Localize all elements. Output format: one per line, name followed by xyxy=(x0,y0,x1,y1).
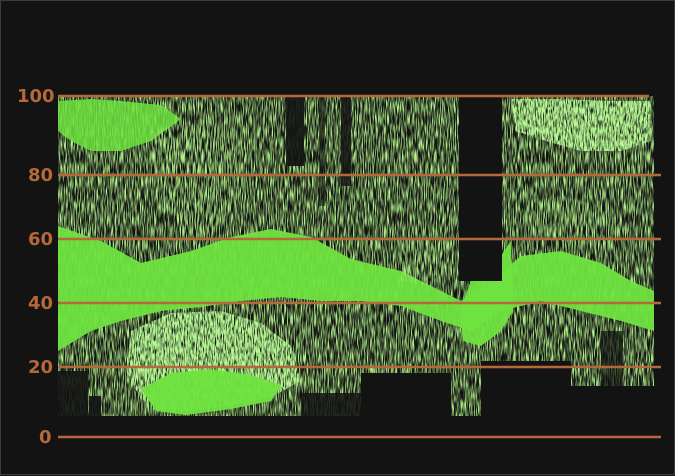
scale-label: 20 xyxy=(28,357,53,378)
scale-label: 0 xyxy=(39,427,52,448)
scale-label: 80 xyxy=(28,165,53,186)
trace-region xyxy=(286,96,304,166)
trace-region xyxy=(601,331,623,391)
scale-label: 100 xyxy=(17,86,55,107)
trace-region xyxy=(341,96,351,186)
scale-label: 60 xyxy=(28,229,53,250)
trace-region xyxy=(459,96,502,281)
scale-label: 40 xyxy=(28,293,53,314)
trace-region xyxy=(319,96,325,206)
